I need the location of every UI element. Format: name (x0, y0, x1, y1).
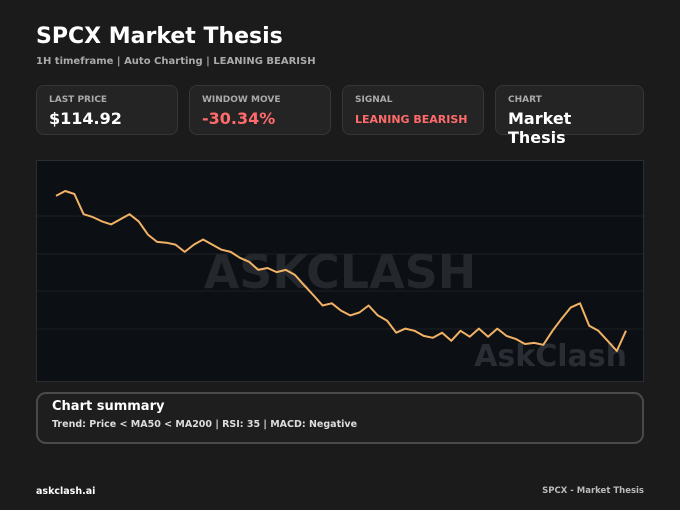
card-label: WINDOW MOVE (202, 95, 281, 105)
card-value: LEANING BEARISH (355, 113, 468, 126)
card-label: CHART (508, 95, 542, 105)
card: CHART Market Thesis (495, 85, 644, 147)
chart-panel: ASKCLASH AskClash (36, 160, 644, 382)
summary-text: Trend: Price < MA50 < MA200 | RSI: 35 | … (52, 419, 358, 430)
title: SPCX Market Thesis (36, 24, 283, 49)
card-value: $114.92 (49, 109, 122, 128)
summary-title: Chart summary (52, 399, 165, 414)
watermark: ASKCLASH (204, 245, 477, 299)
card: LAST PRICE $114.92 (36, 85, 178, 135)
logo: AskClash (474, 339, 627, 374)
card-value: -30.34% (202, 109, 276, 128)
card-label: LAST PRICE (49, 95, 108, 105)
card: SIGNAL LEANING BEARISH (342, 85, 484, 135)
card-value: Market Thesis (508, 109, 572, 147)
subtitle: 1H timeframe | Auto Charting | LEANING B… (36, 56, 316, 67)
card-label: SIGNAL (355, 95, 393, 105)
footer-left: askclash.ai (36, 486, 96, 497)
chart: ASKCLASH AskClash (37, 190, 643, 374)
card: WINDOW MOVE -30.34% (189, 85, 331, 135)
footer-right: SPCX - Market Thesis (542, 486, 644, 496)
price-line (55, 190, 627, 352)
summary: Chart summary Trend: Price < MA50 < MA20… (36, 392, 644, 444)
